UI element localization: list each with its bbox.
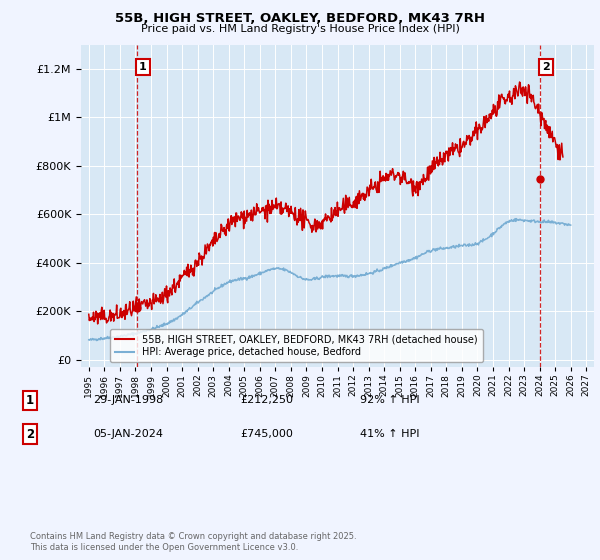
Text: 2: 2 — [26, 427, 34, 441]
Text: 05-JAN-2024: 05-JAN-2024 — [93, 429, 163, 439]
Text: 55B, HIGH STREET, OAKLEY, BEDFORD, MK43 7RH: 55B, HIGH STREET, OAKLEY, BEDFORD, MK43 … — [115, 12, 485, 25]
Text: Contains HM Land Registry data © Crown copyright and database right 2025.
This d: Contains HM Land Registry data © Crown c… — [30, 532, 356, 552]
Text: £745,000: £745,000 — [240, 429, 293, 439]
Text: 1: 1 — [139, 62, 147, 72]
Text: Price paid vs. HM Land Registry's House Price Index (HPI): Price paid vs. HM Land Registry's House … — [140, 24, 460, 34]
Legend: 55B, HIGH STREET, OAKLEY, BEDFORD, MK43 7RH (detached house), HPI: Average price: 55B, HIGH STREET, OAKLEY, BEDFORD, MK43 … — [110, 329, 483, 362]
Text: £212,250: £212,250 — [240, 395, 293, 405]
Text: 2: 2 — [542, 62, 550, 72]
Text: 41% ↑ HPI: 41% ↑ HPI — [360, 429, 419, 439]
Text: 1: 1 — [26, 394, 34, 407]
Text: 92% ↑ HPI: 92% ↑ HPI — [360, 395, 419, 405]
Text: 29-JAN-1998: 29-JAN-1998 — [93, 395, 163, 405]
